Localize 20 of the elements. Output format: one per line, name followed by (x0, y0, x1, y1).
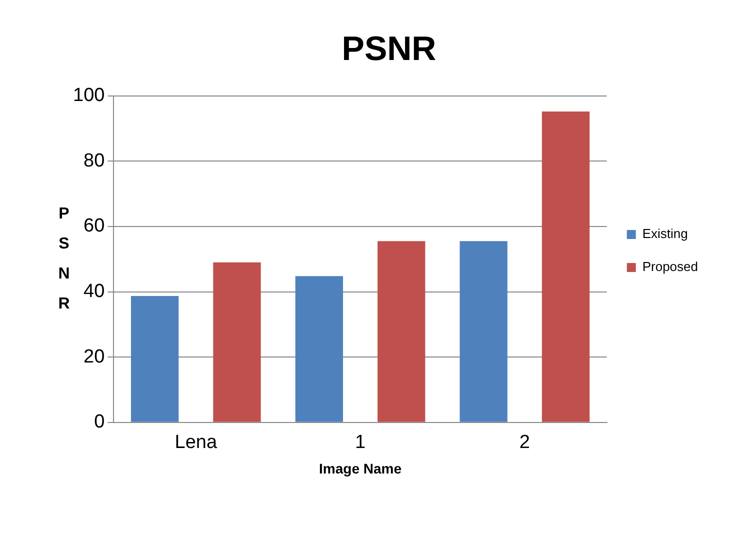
x-tick-label: 1 (354, 432, 366, 454)
y-tick-label: 80 (84, 150, 105, 172)
bar (213, 262, 261, 422)
bar (295, 276, 344, 422)
x-tick-label: Lena (174, 432, 218, 454)
y-tick-label: 100 (73, 85, 105, 106)
x-tick-label: 2 (519, 432, 530, 454)
bar (460, 241, 508, 422)
y-axis-title: PSNR (58, 206, 70, 313)
bar (378, 241, 426, 422)
legend-label: Proposed (642, 259, 698, 274)
y-tick-label: 20 (84, 346, 105, 368)
y-tick-label: 60 (84, 216, 105, 237)
legend-label: Existing (642, 226, 688, 242)
y-tick-label: 40 (84, 280, 105, 302)
bar (542, 111, 590, 422)
chart-title: PSNR (342, 30, 436, 68)
y-tick-label: 0 (94, 412, 105, 433)
x-axis-title: Image Name (319, 460, 402, 476)
bar (130, 296, 179, 422)
